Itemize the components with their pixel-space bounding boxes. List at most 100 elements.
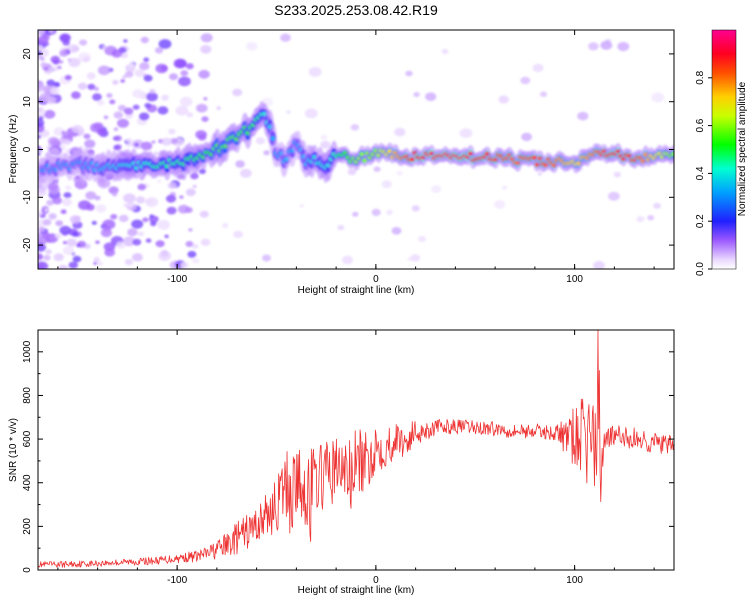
spectrogram-noise-blob xyxy=(593,261,605,269)
spectrogram-noise-blob xyxy=(145,198,153,205)
spectrogram-noise-blob xyxy=(38,253,44,261)
spectrogram-noise-blob xyxy=(521,132,533,142)
spectrogram-noise-blob xyxy=(411,205,420,212)
spectrogram-noise-blob xyxy=(93,261,98,265)
x-tick-label: 0 xyxy=(373,274,379,285)
spectrogram-noise-blob xyxy=(532,63,544,73)
spectrogram-noise-blob xyxy=(157,106,169,115)
spectrogram-noise-blob xyxy=(138,112,150,121)
spectrogram-noise-blob xyxy=(185,207,193,213)
spectrogram-noise-blob xyxy=(50,87,60,95)
spectrogram-noise-blob xyxy=(68,261,79,269)
spectrogram-noise-blob xyxy=(38,35,49,45)
spectrogram-noise-blob xyxy=(405,70,413,77)
spectrogram-noise-blob xyxy=(94,195,101,201)
spectrogram-noise-blob xyxy=(38,106,46,117)
spectrogram-noise-blob xyxy=(91,220,97,225)
snr-marks xyxy=(38,330,674,568)
spectrogram-noise-blob xyxy=(122,75,127,79)
spectrogram-noise-blob xyxy=(255,137,265,145)
spectrogram-noise-blob xyxy=(386,209,393,215)
spectrogram-noise-blob xyxy=(617,41,630,52)
spectrogram-noise-blob xyxy=(608,191,620,201)
spectrogram-noise-blob xyxy=(100,228,112,238)
spectrogram-noise-blob xyxy=(262,254,271,262)
spectrogram-noise-blob xyxy=(69,215,81,224)
spectrogram-noise-blob xyxy=(175,105,189,116)
spectrogram-noise-blob xyxy=(143,57,150,62)
spectrogram-noise-blob xyxy=(76,243,81,248)
spectrogram-noise-blob xyxy=(40,57,45,61)
spectrogram-noise-blob xyxy=(200,45,212,54)
spectrogram-noise-blob xyxy=(179,195,184,199)
spectrogram-noise-blob xyxy=(38,30,45,36)
spectrogram-noise-blob xyxy=(97,65,111,76)
y-tick-label: 200 xyxy=(22,518,33,535)
spectrogram-noise-blob xyxy=(78,82,88,90)
spectrogram-noise-blob xyxy=(347,168,357,176)
spectrogram-noise-blob xyxy=(57,65,62,70)
spectrogram-noise-blob xyxy=(38,48,49,58)
spectrogram-noise-blob xyxy=(106,93,113,98)
spectrogram-noise-blob xyxy=(222,223,229,228)
spectrogram-noise-blob xyxy=(52,196,63,205)
spectrogram-noise-blob xyxy=(43,109,56,119)
spectrogram-noise-blob xyxy=(41,232,50,239)
spectrogram-noise-blob xyxy=(144,102,152,109)
spectrogram-noise-blob xyxy=(186,112,194,118)
spectrogram-noise-blob xyxy=(59,225,72,235)
spectrogram-noise-blob xyxy=(39,92,52,102)
spectrogram-noise-blob xyxy=(59,49,69,57)
spectrogram-noise-blob xyxy=(180,70,189,77)
spectrogram-noise-blob xyxy=(132,238,142,246)
spectrogram-noise-blob xyxy=(62,246,75,255)
spectrogram-noise-blob xyxy=(62,39,70,46)
spectrogram-noise-blob xyxy=(165,194,177,203)
spectrogram-noise-blob xyxy=(111,49,123,58)
snr-xlabel: Height of straight line (km) xyxy=(298,585,415,596)
spectrogram-noise-blob xyxy=(299,204,305,208)
spectrogram-noise-blob xyxy=(137,231,145,237)
spectrogram-noise-blob xyxy=(352,211,359,217)
colorbar-tick-label: 0.2 xyxy=(695,214,706,228)
spectrogram-noise-blob xyxy=(134,69,145,77)
spectrogram-noise-blob xyxy=(153,151,159,156)
spectrogram-noise-blob xyxy=(65,185,72,191)
spectrogram-noise-blob xyxy=(155,240,165,248)
spectrogram-noise-blob xyxy=(46,239,51,243)
colorbar-gradient xyxy=(711,29,737,270)
spectrogram-noise-blob xyxy=(122,236,136,247)
spectrogram-noise-blob xyxy=(38,226,45,232)
spectrogram-noise-blob xyxy=(66,238,77,247)
spectrogram-noise-blob xyxy=(87,83,96,90)
spectrogram-noise-blob xyxy=(110,214,118,220)
spectrogram-noise-blob xyxy=(126,138,133,144)
x-tick-label: 0 xyxy=(373,575,379,586)
spectrogram-noise-blob xyxy=(96,128,106,136)
y-tick-label: 1000 xyxy=(22,340,33,363)
spectrogram-noise-blob xyxy=(67,58,72,62)
spectrogram-noise-blob xyxy=(168,128,176,135)
spectrogram-noise-blob xyxy=(113,111,124,119)
spectrogram-noise-blob xyxy=(123,107,134,115)
spectrogram-noise-blob xyxy=(58,60,64,64)
spectrogram-noise-blob xyxy=(137,183,147,191)
x-tick-label: -100 xyxy=(167,274,187,285)
spectrogram-noise-blob xyxy=(145,238,152,243)
spectrogram-noise-blob xyxy=(196,103,208,113)
spectrogram-noise-blob xyxy=(636,216,645,223)
x-tick-label: -100 xyxy=(167,575,187,586)
spectrogram-noise-blob xyxy=(537,172,542,176)
spectrogram-noise-blob xyxy=(233,230,244,239)
spectrogram-noise-blob xyxy=(132,104,140,110)
spectrogram-noise-blob xyxy=(93,257,100,263)
spectrogram-noise-blob xyxy=(188,228,193,232)
spectrogram-noise-blob xyxy=(38,232,42,237)
spectrogram-noise-blob xyxy=(38,134,42,139)
spectrogram-noise-blob xyxy=(97,99,105,106)
spectrogram-noise-blob xyxy=(459,128,473,139)
spectrogram-noise-blob xyxy=(43,254,51,261)
spectrogram-noise-blob xyxy=(46,199,54,206)
spectrogram-noise-blob xyxy=(146,92,158,102)
